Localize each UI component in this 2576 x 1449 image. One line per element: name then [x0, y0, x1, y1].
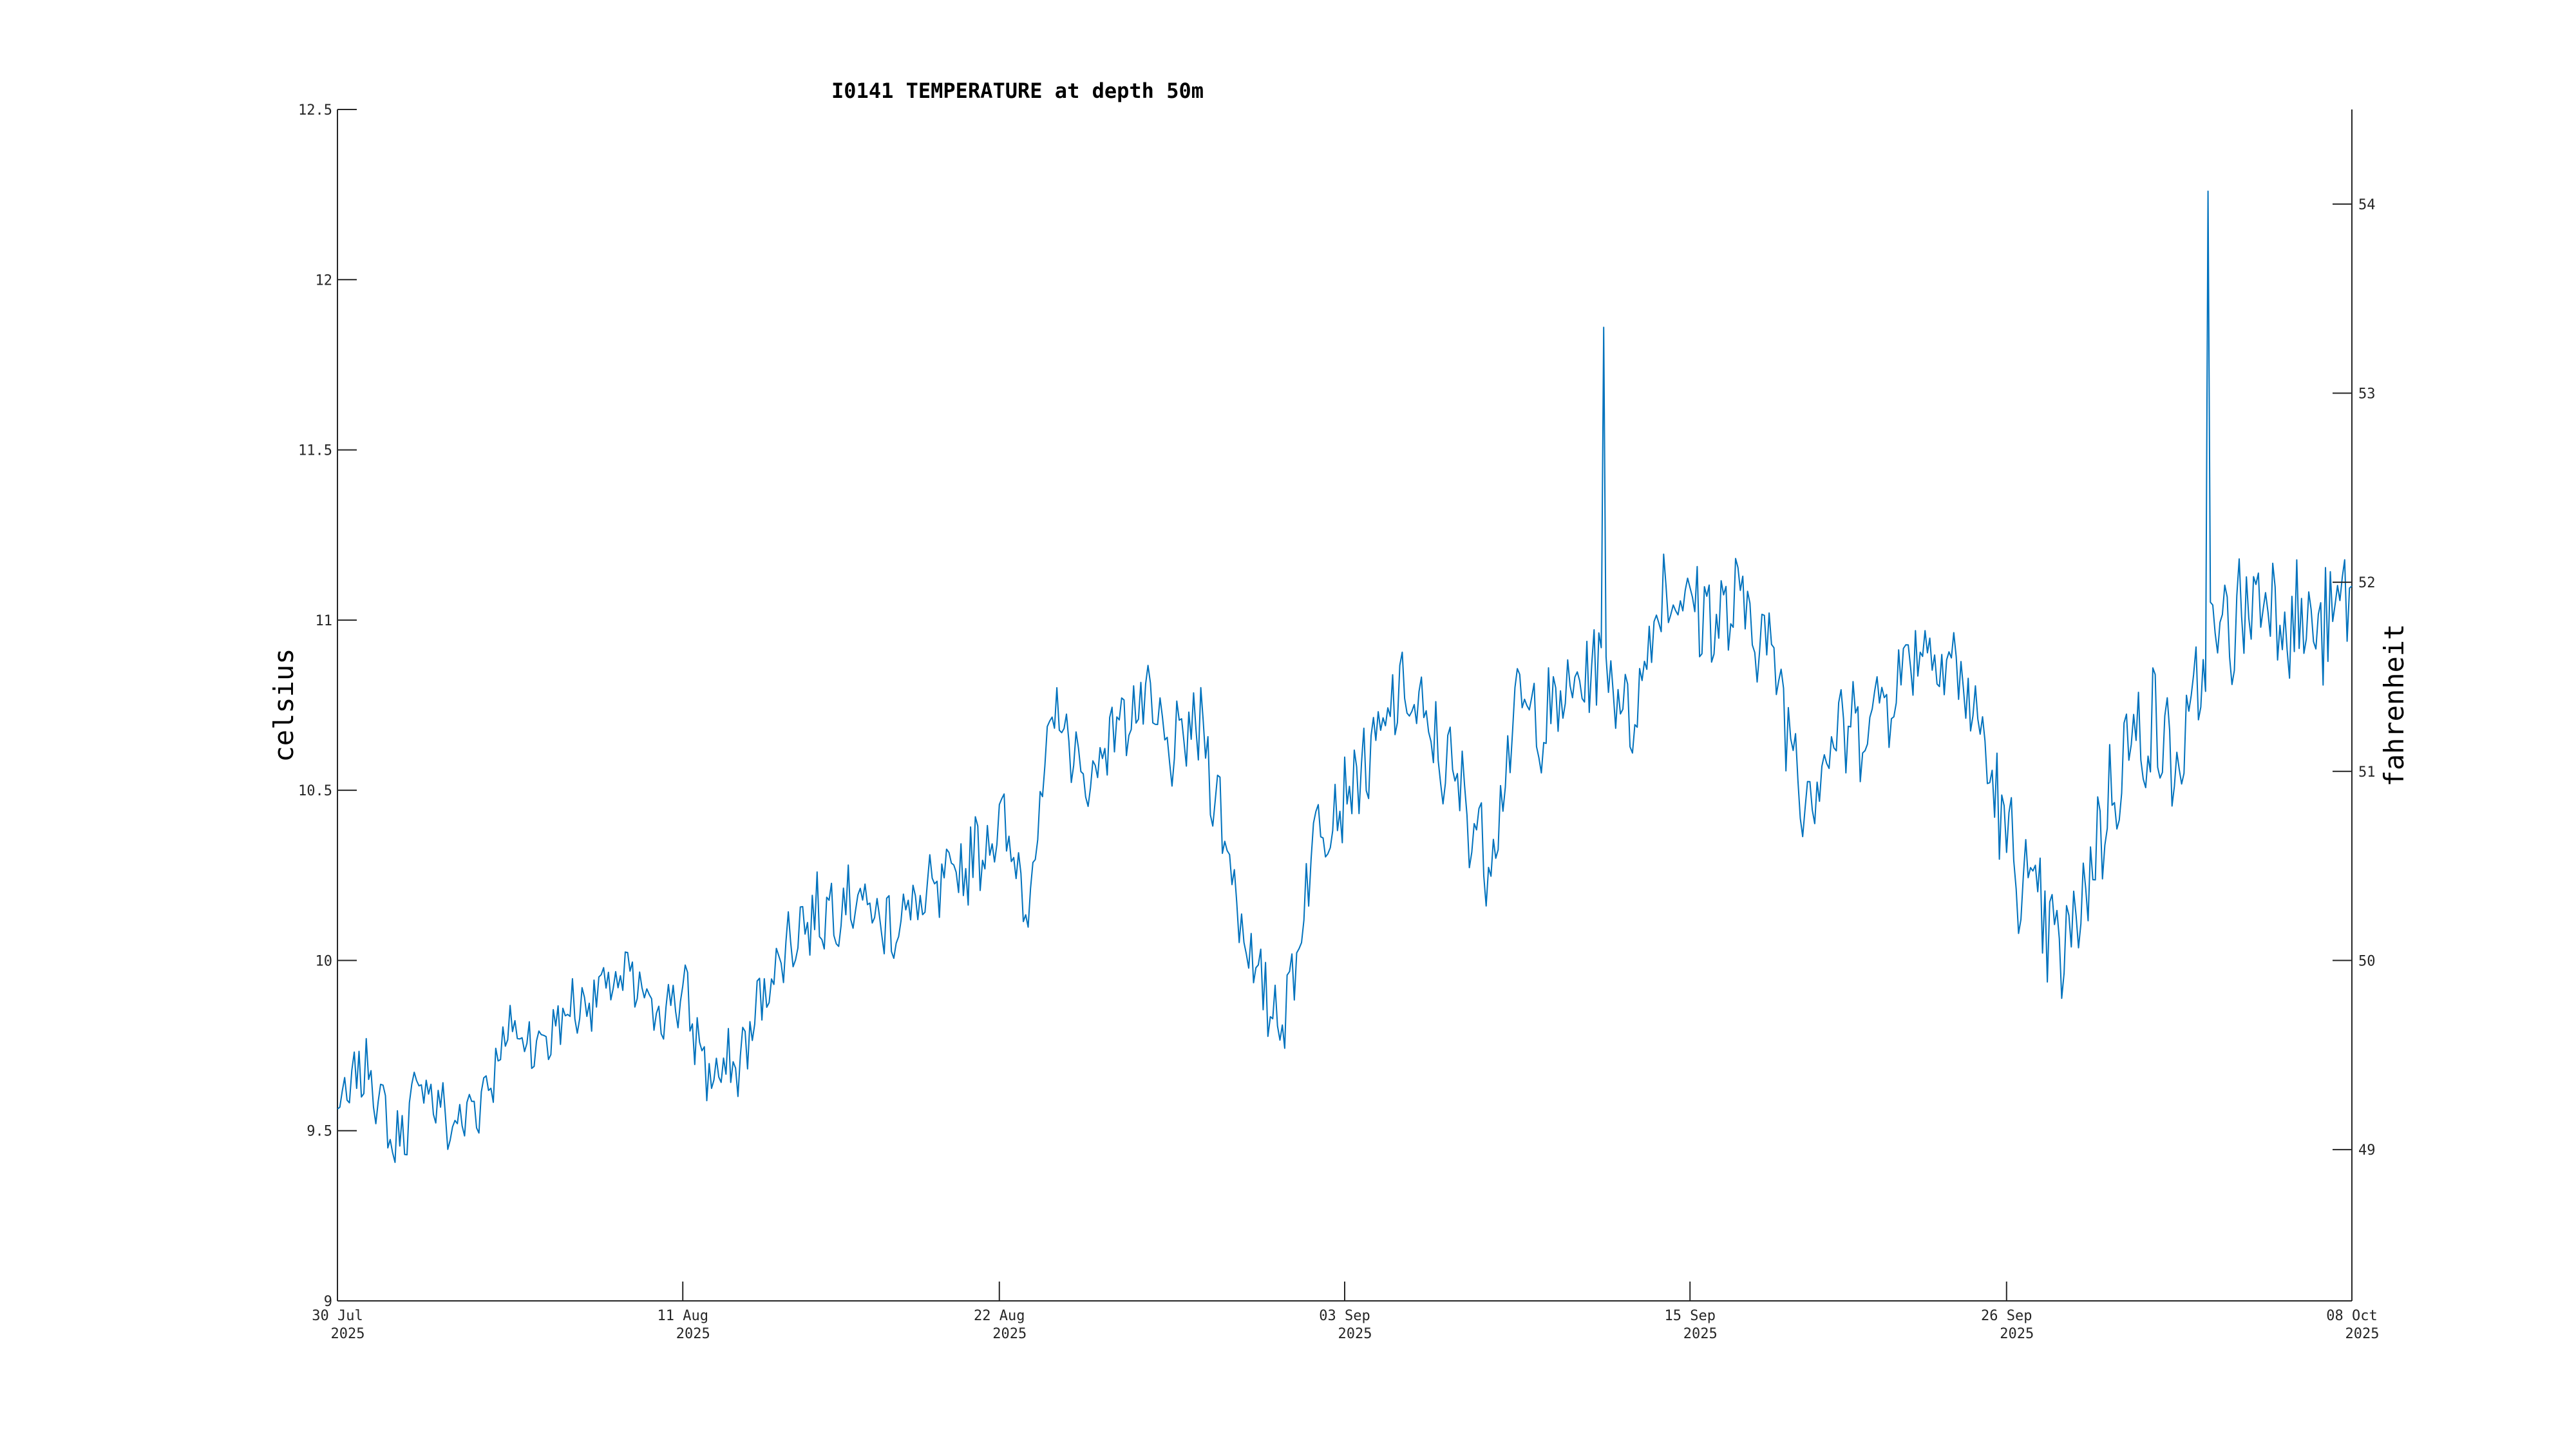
x-tick-label-year: 2025	[2345, 1326, 2380, 1342]
x-tick-label-date: 03 Sep	[1319, 1308, 1370, 1324]
x-tick-label-date: 15 Sep	[1664, 1308, 1715, 1324]
left-y-tick-label: 10	[316, 953, 333, 969]
left-y-tick-label: 11	[316, 613, 333, 629]
right-y-tick-label: 51	[2358, 764, 2376, 781]
left-y-tick-label: 9	[324, 1294, 332, 1310]
x-tick-label-year: 2025	[331, 1326, 365, 1342]
plot-area	[337, 109, 2353, 1302]
chart-title: I0141 TEMPERATURE at depth 50m	[831, 79, 1204, 103]
x-tick-label-year: 2025	[676, 1326, 710, 1342]
right-y-tick-label: 52	[2358, 575, 2376, 591]
x-tick-label-date: 08 Oct	[2326, 1308, 2377, 1324]
temperature-series-line	[337, 190, 2353, 1163]
left-y-tick-label: 12.5	[298, 102, 332, 118]
right-y-tick-label: 54	[2358, 197, 2376, 213]
x-tick-label-year: 2025	[2000, 1326, 2034, 1342]
x-tick-label-date: 26 Sep	[1981, 1308, 2032, 1324]
right-y-tick-label: 53	[2358, 386, 2376, 402]
x-tick-label-date: 22 Aug	[974, 1308, 1025, 1324]
x-ticks: 30 Jul 2025 11 Aug 2025 22 Aug 2025 03 Sep 2025…	[312, 1282, 2379, 1342]
left-y-tick-label: 9.5	[307, 1124, 332, 1140]
left-y-tick-label: 10.5	[298, 783, 332, 799]
left-y-ticks: 9 9.5 10 10.5 11 11.5 12 12.5	[298, 102, 357, 1310]
x-tick-label-year: 2025	[1683, 1326, 1718, 1342]
right-y-tick-label: 49	[2358, 1142, 2376, 1159]
right-y-ticks: 49 50 51 52 53 54	[2333, 197, 2376, 1159]
x-tick-label-date: 30 Jul	[312, 1308, 363, 1324]
y-axis-label-left: celsius	[268, 648, 299, 762]
x-tick-label-date: 11 Aug	[657, 1308, 708, 1324]
y-axis-label-right: fahrenheit	[2378, 624, 2410, 787]
left-y-tick-label: 11.5	[298, 443, 332, 459]
x-tick-label-year: 2025	[992, 1326, 1027, 1342]
right-y-tick-label: 50	[2358, 953, 2376, 969]
x-tick-label-year: 2025	[1338, 1326, 1372, 1342]
left-y-tick-label: 12	[316, 272, 333, 289]
